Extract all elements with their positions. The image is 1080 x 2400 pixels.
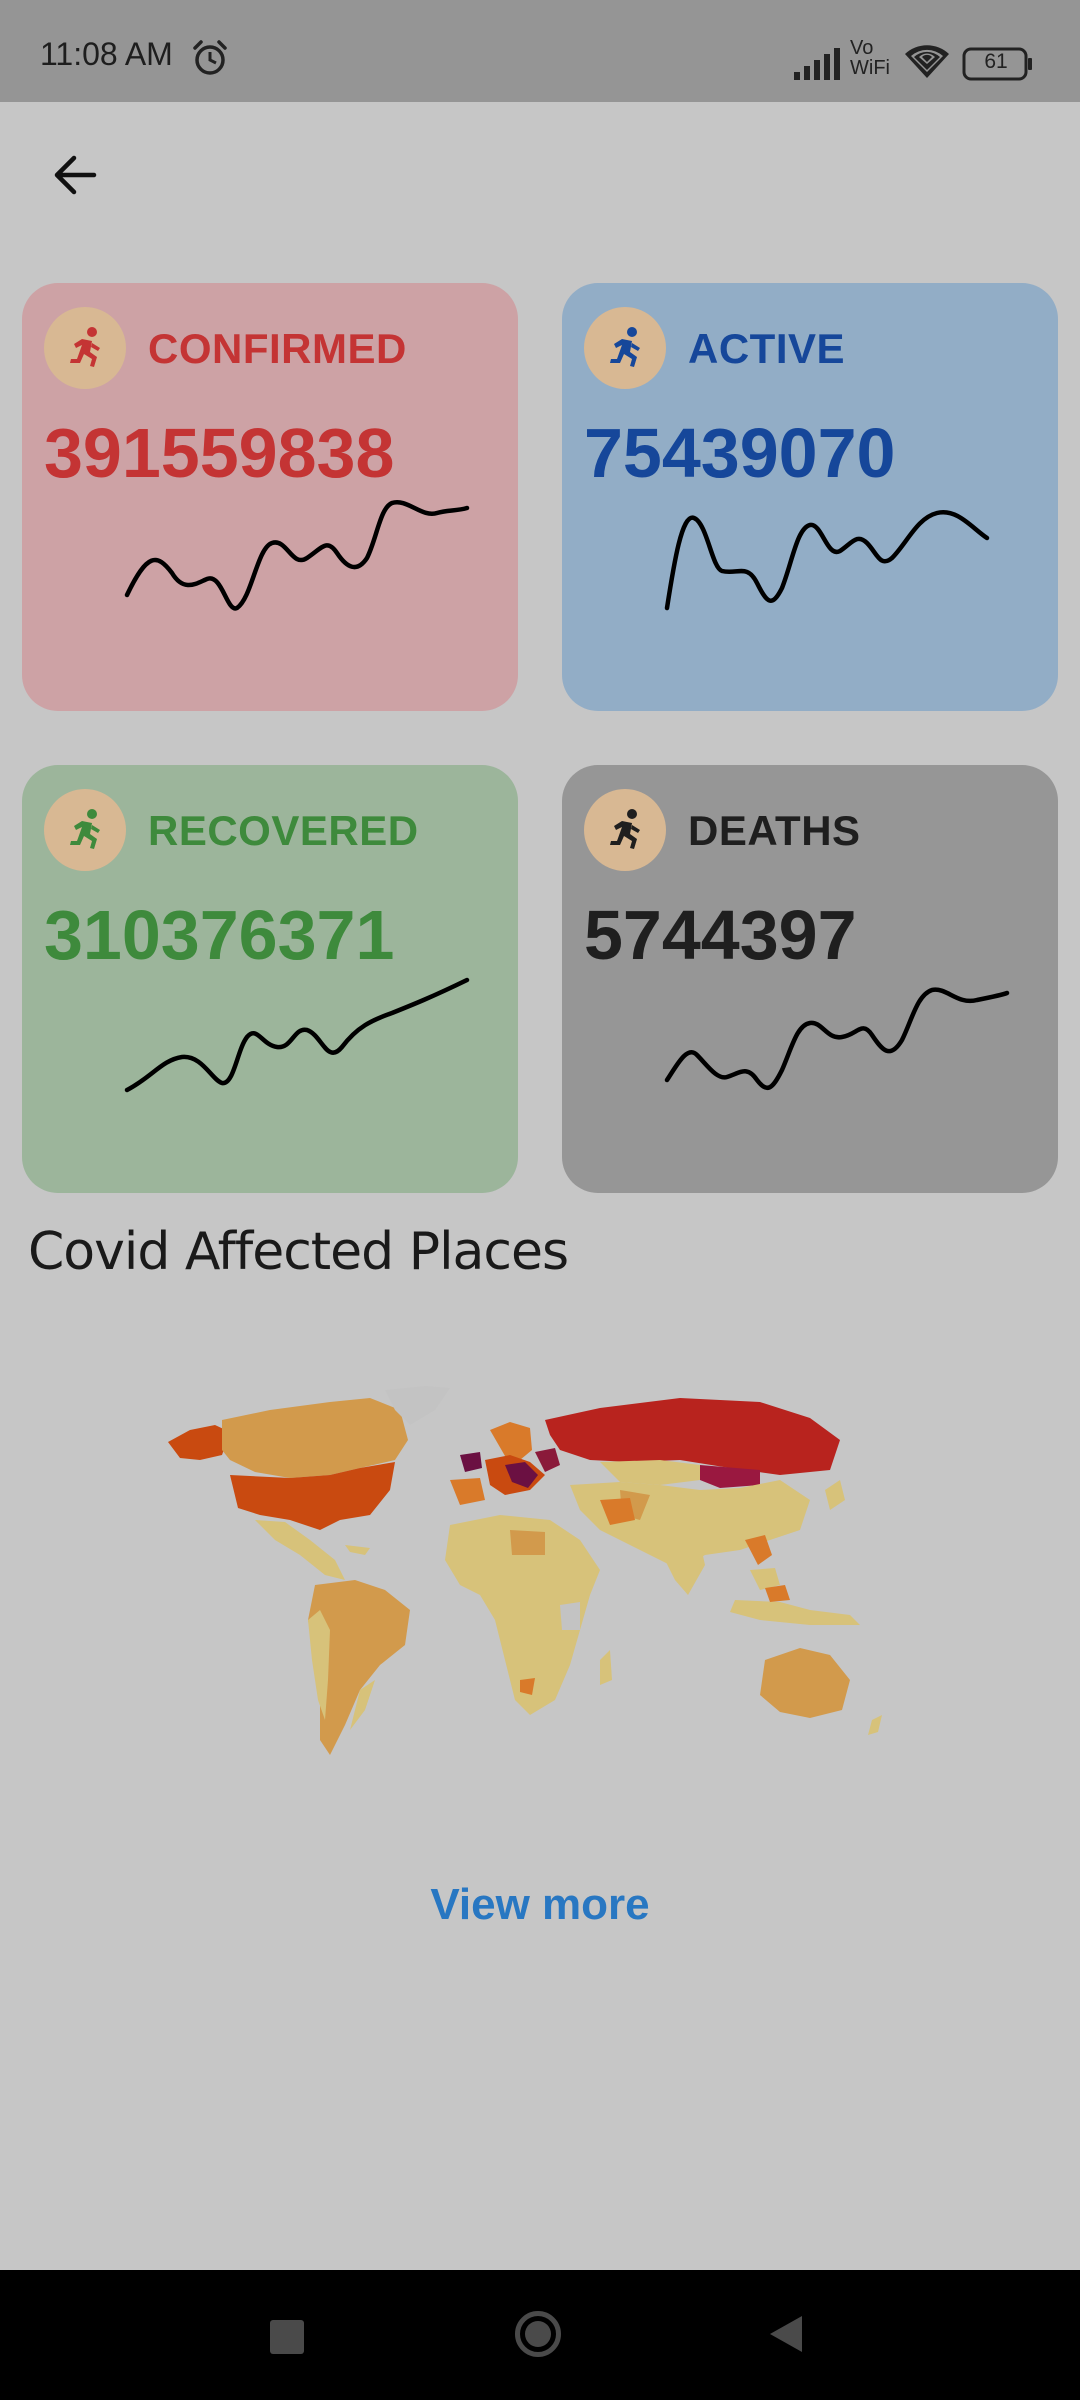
view-more-link[interactable]: View more <box>430 1880 650 1929</box>
card-label: DEATHS <box>688 807 861 854</box>
arrow-left-icon <box>54 155 97 195</box>
battery-icon <box>962 47 1032 81</box>
home-icon-inner <box>525 2321 551 2347</box>
card-value: 391559838 <box>44 414 395 492</box>
back-button[interactable] <box>40 140 110 210</box>
card-value: 310376371 <box>44 896 395 974</box>
navigation-bar <box>0 2270 1080 2400</box>
deaths-card[interactable]: DEATHS 5744397 <box>562 765 1058 1193</box>
recovered-card[interactable]: RECOVERED 310376371 <box>22 765 518 1193</box>
trend-sparkline <box>664 509 990 611</box>
running-person-icon <box>44 789 126 871</box>
card-label: CONFIRMED <box>148 325 407 372</box>
card-label: ACTIVE <box>688 325 846 372</box>
trend-sparkline <box>664 987 1010 1091</box>
running-person-icon <box>584 789 666 871</box>
battery-level: 61 <box>984 50 1008 73</box>
confirmed-card[interactable]: CONFIRMED 391559838 <box>22 283 518 711</box>
card-value: 75439070 <box>584 414 896 492</box>
running-person-icon <box>584 307 666 389</box>
trend-sparkline <box>124 499 470 611</box>
home-icon[interactable] <box>515 2311 561 2357</box>
status-bar: 11:08 AM Vo WiFi 61 <box>0 0 1080 102</box>
alarm-icon <box>193 40 227 75</box>
vo-label: Vo <box>850 37 874 59</box>
card-label: RECOVERED <box>148 807 419 854</box>
status-time: 11:08 AM <box>40 36 173 72</box>
recent-apps-icon[interactable] <box>270 2320 304 2354</box>
trend-sparkline <box>124 977 470 1093</box>
signal-icon <box>794 48 840 80</box>
wifi-label: WiFi <box>850 57 890 79</box>
section-title: Covid Affected Places <box>28 1222 569 1282</box>
vowifi-indicator: Vo WiFi <box>850 38 890 78</box>
world-map <box>168 1386 882 1755</box>
back-triangle-icon[interactable] <box>770 2316 802 2352</box>
running-person-icon <box>44 307 126 389</box>
card-value: 5744397 <box>584 896 857 974</box>
wifi-icon <box>905 45 949 78</box>
active-card[interactable]: ACTIVE 75439070 <box>562 283 1058 711</box>
